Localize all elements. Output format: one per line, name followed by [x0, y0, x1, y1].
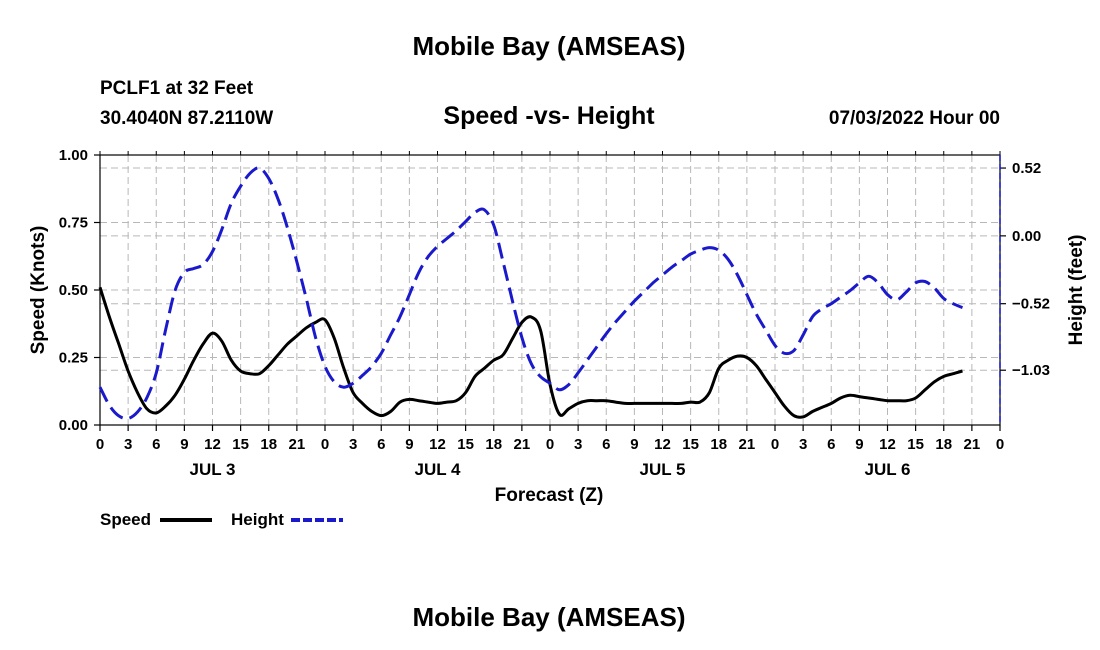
x-tick-label: 9: [405, 436, 413, 453]
x-tick-label: 15: [682, 436, 699, 453]
x-tick-label: 0: [996, 436, 1004, 453]
x-tick-label: 18: [710, 436, 727, 453]
x-tick-label: 3: [124, 436, 132, 453]
x-tick-label: 12: [429, 436, 446, 453]
series-group: [98, 166, 964, 421]
x-tick-label: 9: [630, 436, 638, 453]
y-tick-label: 0.00: [59, 417, 88, 434]
x-tick-label: 6: [827, 436, 835, 453]
coordinates-label: 30.4040N 87.2110W: [100, 108, 273, 129]
x-tick-label: 6: [152, 436, 160, 453]
axes: 0 3 6 9 12 15 18 21 0 3 6 9 12 15 18 21 0 3 6 9 12 15 18 21 0 3 6 9…: [59, 147, 1050, 479]
x-tick-label: 21: [514, 436, 531, 453]
y2-tick-label: 0.52: [1012, 160, 1041, 177]
x-tick-label: 3: [799, 436, 807, 453]
y-tick-label: 0.50: [59, 282, 88, 299]
series-line-speed: [98, 286, 963, 419]
legend-height-label: Height: [231, 510, 284, 529]
x-tick-label: 3: [574, 436, 582, 453]
x-tick-label: 0: [771, 436, 779, 453]
station-label: PCLF1 at 32 Feet: [100, 78, 254, 99]
x-tick-label: 0: [96, 436, 104, 453]
x-tick-label: 18: [260, 436, 277, 453]
bottom-title: Mobile Bay (AMSEAS): [412, 602, 685, 632]
x-tick-label: 21: [289, 436, 306, 453]
chart-title: Speed -vs- Height: [443, 102, 655, 130]
datetime-label: 07/03/2022 Hour 00: [829, 108, 1000, 129]
y-tick-label: 0.75: [59, 215, 88, 232]
grid: [100, 155, 1000, 425]
series-line-height: [98, 166, 964, 421]
y-tick-label: 0.25: [59, 350, 88, 367]
day-label: JUL 3: [190, 460, 236, 479]
x-tick-label: 6: [602, 436, 610, 453]
x-axis-label: Forecast (Z): [495, 485, 604, 506]
x-tick-label: 12: [654, 436, 671, 453]
day-label: JUL 6: [865, 460, 911, 479]
x-tick-label: 12: [204, 436, 221, 453]
x-tick-label: 18: [485, 436, 502, 453]
y2-tick-label: 0.00: [1012, 228, 1041, 245]
page-title: Mobile Bay (AMSEAS): [412, 31, 685, 61]
x-tick-label: 3: [349, 436, 357, 453]
x-tick-label: 12: [879, 436, 896, 453]
x-tick-label: 21: [964, 436, 981, 453]
y2-tick-label: −0.52: [1012, 296, 1050, 313]
day-label: JUL 4: [415, 460, 462, 479]
x-tick-label: 6: [377, 436, 385, 453]
y-axis-label: Speed (Knots): [28, 226, 49, 355]
x-tick-label: 0: [321, 436, 329, 453]
x-tick-label: 0: [546, 436, 554, 453]
x-tick-label: 15: [232, 436, 249, 453]
x-tick-label: 15: [907, 436, 924, 453]
y2-axis-label: Height (feet): [1066, 235, 1087, 346]
x-tick-label: 18: [935, 436, 952, 453]
day-label: JUL 5: [640, 460, 686, 479]
y2-tick-label: −1.03: [1012, 362, 1050, 379]
x-tick-label: 21: [739, 436, 756, 453]
x-tick-label: 15: [457, 436, 474, 453]
legend-speed-label: Speed: [100, 510, 151, 529]
x-tick-label: 9: [180, 436, 188, 453]
y-tick-label: 1.00: [59, 147, 88, 164]
legend: Speed Height: [100, 510, 343, 529]
x-tick-label: 9: [855, 436, 863, 453]
